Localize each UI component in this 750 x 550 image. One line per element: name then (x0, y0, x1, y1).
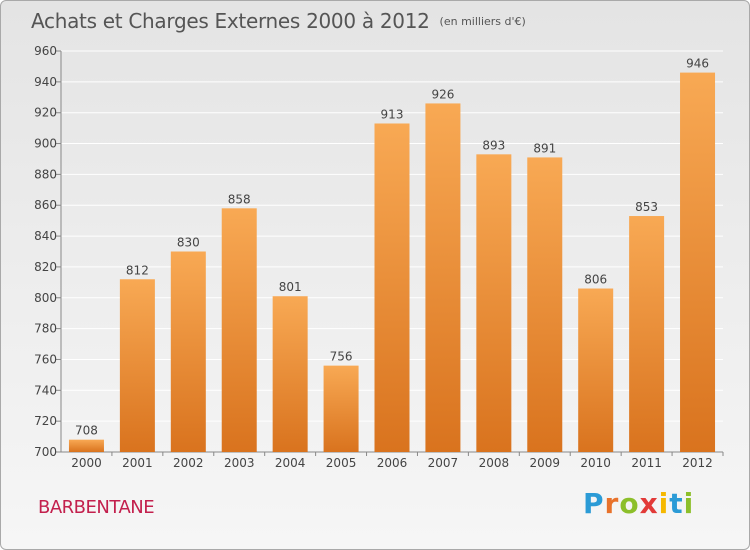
x-tick-label: 2003 (224, 456, 255, 470)
y-tick-label: 920 (34, 106, 57, 120)
x-tick-label: 2007 (428, 456, 459, 470)
y-tick-label: 820 (34, 260, 57, 274)
y-tick-label: 720 (34, 414, 57, 428)
bar (476, 154, 512, 453)
y-tick-label: 880 (34, 167, 57, 181)
value-label: 801 (279, 280, 302, 294)
bar (629, 216, 665, 452)
y-tick-label: 760 (34, 352, 57, 366)
bar (578, 288, 614, 452)
proxiti-logo: Proxiti (583, 487, 695, 520)
bar (680, 72, 716, 452)
y-tick-label: 740 (34, 383, 57, 397)
value-label: 946 (686, 57, 709, 71)
x-tick-label: 2012 (682, 456, 713, 470)
value-label: 926 (431, 87, 454, 101)
x-tick-label: 2001 (122, 456, 153, 470)
y-tick-label: 700 (34, 445, 57, 459)
value-label: 812 (126, 263, 149, 277)
value-label: 891 (533, 141, 556, 155)
y-tick-label: 860 (34, 198, 57, 212)
value-label: 858 (228, 192, 251, 206)
y-tick-label: 840 (34, 229, 57, 243)
x-tick-label: 2006 (377, 456, 408, 470)
chart-title: Achats et Charges Externes 2000 à 2012 (e… (31, 9, 526, 33)
x-tick-label: 2008 (479, 456, 510, 470)
bar (170, 251, 206, 452)
bar (374, 123, 410, 452)
bar (425, 103, 461, 452)
value-label: 830 (177, 236, 200, 250)
y-tick-label: 960 (34, 44, 57, 58)
x-axis-ticks: 2000 2001 2002 2003 2004 2005 2006 2007 2008 2009… (71, 452, 724, 470)
value-label: 806 (584, 273, 607, 287)
bar (323, 365, 359, 452)
x-tick-label: 2002 (173, 456, 204, 470)
value-label: 913 (381, 107, 404, 121)
x-tick-label: 2005 (326, 456, 357, 470)
bar (527, 157, 563, 452)
x-tick-label: 2011 (631, 456, 662, 470)
value-label: 756 (330, 350, 353, 364)
y-tick-label: 780 (34, 322, 57, 336)
commune-name: BARBENTANE (38, 497, 155, 518)
y-tick-label: 940 (34, 75, 57, 89)
bars (68, 72, 716, 453)
value-labels: 708 812 830 858 801 756 913 926 893 891 806 853 946 (75, 57, 709, 438)
bar (272, 296, 308, 452)
bar (221, 208, 257, 452)
chart-title-text: Achats et Charges Externes 2000 à 2012 (31, 9, 430, 33)
y-tick-label: 800 (34, 291, 57, 305)
value-label: 893 (482, 138, 505, 152)
chart-unit: (en milliers d'€) (439, 15, 526, 28)
x-tick-label: 2004 (275, 456, 306, 470)
bar (119, 279, 155, 452)
x-tick-label: 2000 (71, 456, 102, 470)
value-label: 708 (75, 424, 98, 438)
value-label: 853 (635, 200, 658, 214)
x-tick-label: 2010 (580, 456, 611, 470)
y-tick-label: 900 (34, 137, 57, 151)
x-tick-label: 2009 (529, 456, 560, 470)
bar (68, 439, 104, 452)
